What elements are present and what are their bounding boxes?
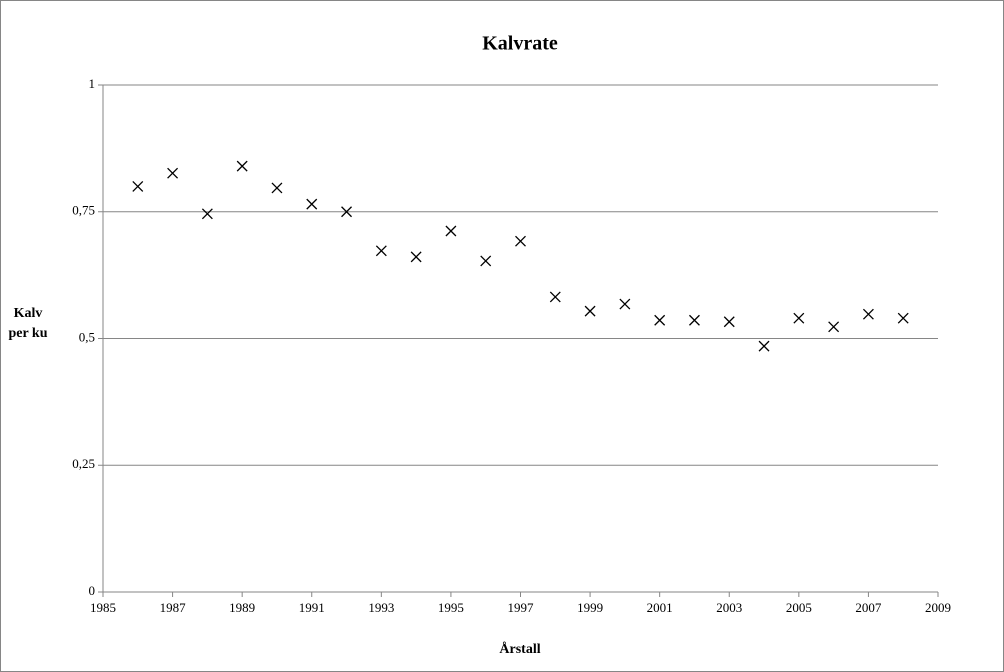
data-point bbox=[758, 340, 770, 352]
data-point bbox=[167, 167, 179, 179]
data-point bbox=[688, 314, 700, 326]
x-axis-title: Årstall bbox=[499, 641, 540, 657]
data-point bbox=[375, 245, 387, 257]
data-point bbox=[341, 206, 353, 218]
data-point bbox=[306, 198, 318, 210]
data-point bbox=[828, 321, 840, 333]
data-point bbox=[236, 160, 248, 172]
x-tick-label: 1987 bbox=[160, 600, 187, 615]
y-tick-label: 1 bbox=[89, 76, 96, 91]
data-point bbox=[132, 180, 144, 192]
x-tick-label: 1985 bbox=[90, 600, 116, 615]
chart-title: Kalvrate bbox=[482, 33, 558, 55]
data-point bbox=[410, 251, 422, 263]
x-tick-label: 1995 bbox=[438, 600, 464, 615]
x-tick-label: 1989 bbox=[229, 600, 255, 615]
y-axis-title: Kalv per ku bbox=[8, 306, 48, 341]
x-tick-label: 2007 bbox=[855, 600, 882, 615]
x-tick-label: 2003 bbox=[716, 600, 742, 615]
y-tick-label: 0,25 bbox=[72, 456, 95, 471]
data-point bbox=[480, 255, 492, 267]
data-point bbox=[654, 314, 666, 326]
data-point bbox=[793, 312, 805, 324]
x-tick-label: 1997 bbox=[508, 600, 535, 615]
data-point bbox=[271, 182, 283, 194]
x-tick-label: 1999 bbox=[577, 600, 603, 615]
x-tick-label: 1991 bbox=[299, 600, 325, 615]
data-point bbox=[515, 235, 526, 247]
y-tick-label: 0,75 bbox=[72, 203, 95, 218]
x-tick-label: 1993 bbox=[368, 600, 394, 615]
data-point bbox=[862, 308, 874, 320]
x-tick-label: 2009 bbox=[925, 600, 951, 615]
y-tick-label: 0 bbox=[89, 583, 96, 598]
data-point bbox=[723, 316, 735, 328]
data-point bbox=[445, 225, 457, 237]
x-tick-label: 2001 bbox=[647, 600, 673, 615]
data-point bbox=[897, 312, 909, 324]
data-point bbox=[619, 298, 631, 310]
x-tick-label: 2005 bbox=[786, 600, 812, 615]
data-point bbox=[549, 291, 561, 303]
y-tick-label: 0,5 bbox=[79, 329, 95, 344]
data-point bbox=[201, 208, 213, 220]
data-point bbox=[584, 305, 596, 317]
